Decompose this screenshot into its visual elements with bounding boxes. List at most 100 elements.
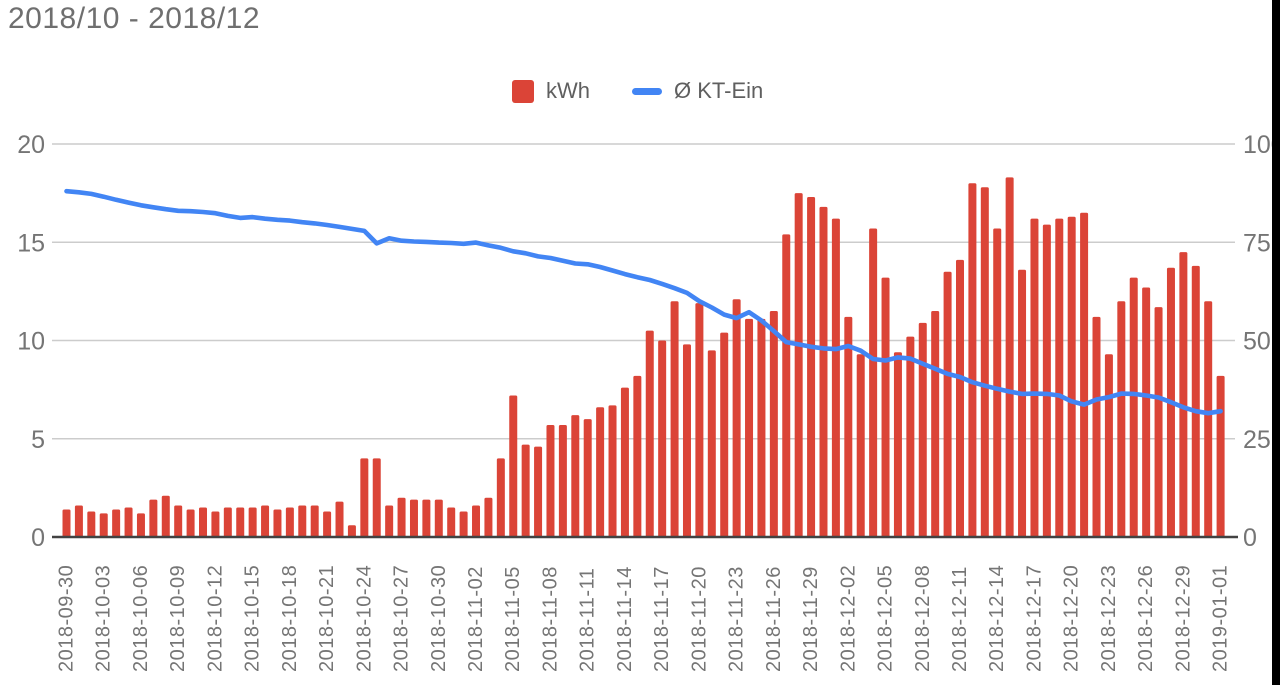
kwh-bar[interactable] bbox=[87, 511, 96, 538]
kwh-bar[interactable] bbox=[459, 511, 468, 538]
kwh-bar[interactable] bbox=[1117, 301, 1126, 538]
kwh-bar[interactable] bbox=[955, 259, 964, 538]
kwh-bar[interactable] bbox=[484, 497, 493, 538]
kwh-bar[interactable] bbox=[409, 499, 418, 538]
kwh-bar[interactable] bbox=[980, 187, 989, 539]
x-axis-date-label: 2018-11-29 bbox=[800, 566, 822, 672]
kwh-bar[interactable] bbox=[695, 303, 704, 538]
screen-edge-strip bbox=[1272, 0, 1280, 685]
kwh-bar[interactable] bbox=[1080, 212, 1089, 538]
kwh-bar[interactable] bbox=[608, 405, 617, 538]
kwh-bar[interactable] bbox=[1129, 277, 1138, 538]
kwh-bar[interactable] bbox=[1216, 375, 1225, 538]
kwh-bar[interactable] bbox=[782, 234, 791, 538]
kwh-bar[interactable] bbox=[112, 509, 121, 538]
kwh-bar[interactable] bbox=[323, 511, 332, 538]
kwh-bar[interactable] bbox=[521, 444, 530, 538]
y-axis-right-tick-label: 0 bbox=[1243, 524, 1257, 552]
kwh-bar[interactable] bbox=[1030, 218, 1039, 539]
kwh-bar[interactable] bbox=[819, 206, 828, 538]
kwh-bar[interactable] bbox=[993, 228, 1002, 538]
kwh-bar[interactable] bbox=[794, 193, 803, 538]
kwh-bar[interactable] bbox=[1191, 265, 1200, 538]
x-axis-date-label: 2018-10-06 bbox=[130, 565, 152, 672]
kwh-bar[interactable] bbox=[1042, 224, 1051, 538]
kwh-bar[interactable] bbox=[707, 350, 716, 538]
kwh-bar[interactable] bbox=[645, 330, 654, 538]
kwh-bar[interactable] bbox=[757, 318, 766, 538]
kwh-bar[interactable] bbox=[1067, 216, 1076, 538]
kwh-bar[interactable] bbox=[968, 183, 977, 539]
kwh-bar[interactable] bbox=[136, 513, 145, 538]
kwh-bar[interactable] bbox=[509, 395, 518, 538]
kwh-bar[interactable] bbox=[869, 228, 878, 538]
kwh-bar[interactable] bbox=[1204, 301, 1213, 538]
kwh-bar[interactable] bbox=[807, 197, 816, 538]
kwh-bar[interactable] bbox=[186, 509, 195, 538]
kwh-bar[interactable] bbox=[1104, 354, 1113, 538]
kwh-bar[interactable] bbox=[682, 344, 691, 538]
kwh-bar[interactable] bbox=[596, 407, 605, 538]
kwh-bar[interactable] bbox=[658, 340, 667, 539]
kwh-bar[interactable] bbox=[745, 318, 754, 538]
kwh-bar[interactable] bbox=[1179, 252, 1188, 538]
kwh-bar[interactable] bbox=[199, 507, 208, 538]
kwh-bar[interactable] bbox=[236, 507, 245, 538]
kwh-bar[interactable] bbox=[347, 525, 356, 538]
kwh-bar[interactable] bbox=[161, 495, 170, 538]
kwh-bar[interactable] bbox=[844, 316, 853, 538]
kwh-bar[interactable] bbox=[534, 446, 543, 538]
kwh-bar[interactable] bbox=[620, 387, 629, 538]
kwh-bar[interactable] bbox=[62, 509, 71, 538]
kwh-bar[interactable] bbox=[496, 458, 505, 538]
kwh-bar[interactable] bbox=[633, 375, 642, 538]
kwh-bar[interactable] bbox=[174, 505, 183, 538]
kwh-bar[interactable] bbox=[546, 424, 555, 538]
kwh-bar[interactable] bbox=[732, 299, 741, 538]
kwh-bar[interactable] bbox=[571, 415, 580, 538]
kwh-bar[interactable] bbox=[472, 505, 481, 538]
kwh-bar[interactable] bbox=[856, 354, 865, 538]
kwh-bar[interactable] bbox=[1092, 316, 1101, 538]
kwh-bar[interactable] bbox=[335, 501, 344, 538]
kwh-bar[interactable] bbox=[74, 505, 83, 538]
kwh-bar[interactable] bbox=[583, 419, 592, 538]
kwh-bar[interactable] bbox=[310, 505, 319, 538]
kwh-bar[interactable] bbox=[881, 277, 890, 538]
kwh-bar[interactable] bbox=[720, 332, 729, 538]
kwh-bar[interactable] bbox=[1018, 269, 1027, 538]
kwh-bar[interactable] bbox=[931, 311, 940, 538]
kwh-bar[interactable] bbox=[149, 499, 158, 538]
kwh-bar[interactable] bbox=[273, 509, 282, 538]
kwh-series-label: kWh bbox=[546, 78, 590, 103]
kwh-bar[interactable] bbox=[893, 352, 902, 538]
kwh-bar[interactable] bbox=[918, 322, 927, 538]
kwh-bar[interactable] bbox=[670, 301, 679, 538]
kwh-bar[interactable] bbox=[1142, 287, 1151, 538]
kwh-bar[interactable] bbox=[558, 424, 567, 538]
kwh-bar[interactable] bbox=[769, 311, 778, 538]
kwh-bar[interactable] bbox=[298, 505, 307, 538]
kwh-bar[interactable] bbox=[385, 505, 394, 538]
kt-ein-line[interactable] bbox=[64, 188, 1223, 416]
kwh-bar[interactable] bbox=[372, 458, 381, 538]
kwh-bar[interactable] bbox=[1005, 177, 1014, 538]
kwh-bar[interactable] bbox=[248, 507, 257, 538]
kwh-bar[interactable] bbox=[397, 497, 406, 538]
kwh-bar[interactable] bbox=[831, 218, 840, 539]
kwh-bar[interactable] bbox=[99, 513, 108, 538]
kwh-bar[interactable] bbox=[223, 507, 232, 538]
kwh-bar[interactable] bbox=[422, 499, 431, 538]
x-axis-date-label: 2018-12-14 bbox=[986, 565, 1008, 672]
kwh-bar[interactable] bbox=[124, 507, 133, 538]
kwh-bar[interactable] bbox=[906, 336, 915, 538]
kwh-bar[interactable] bbox=[211, 511, 220, 538]
kwh-bar[interactable] bbox=[360, 458, 369, 538]
kwh-bar[interactable] bbox=[1055, 218, 1064, 539]
kwh-bar[interactable] bbox=[261, 505, 270, 538]
kwh-bar[interactable] bbox=[447, 507, 456, 538]
kwh-bar[interactable] bbox=[285, 507, 294, 538]
kwh-bar[interactable] bbox=[434, 499, 443, 538]
kwh-bar[interactable] bbox=[943, 271, 952, 538]
kwh-bar[interactable] bbox=[1154, 307, 1163, 538]
